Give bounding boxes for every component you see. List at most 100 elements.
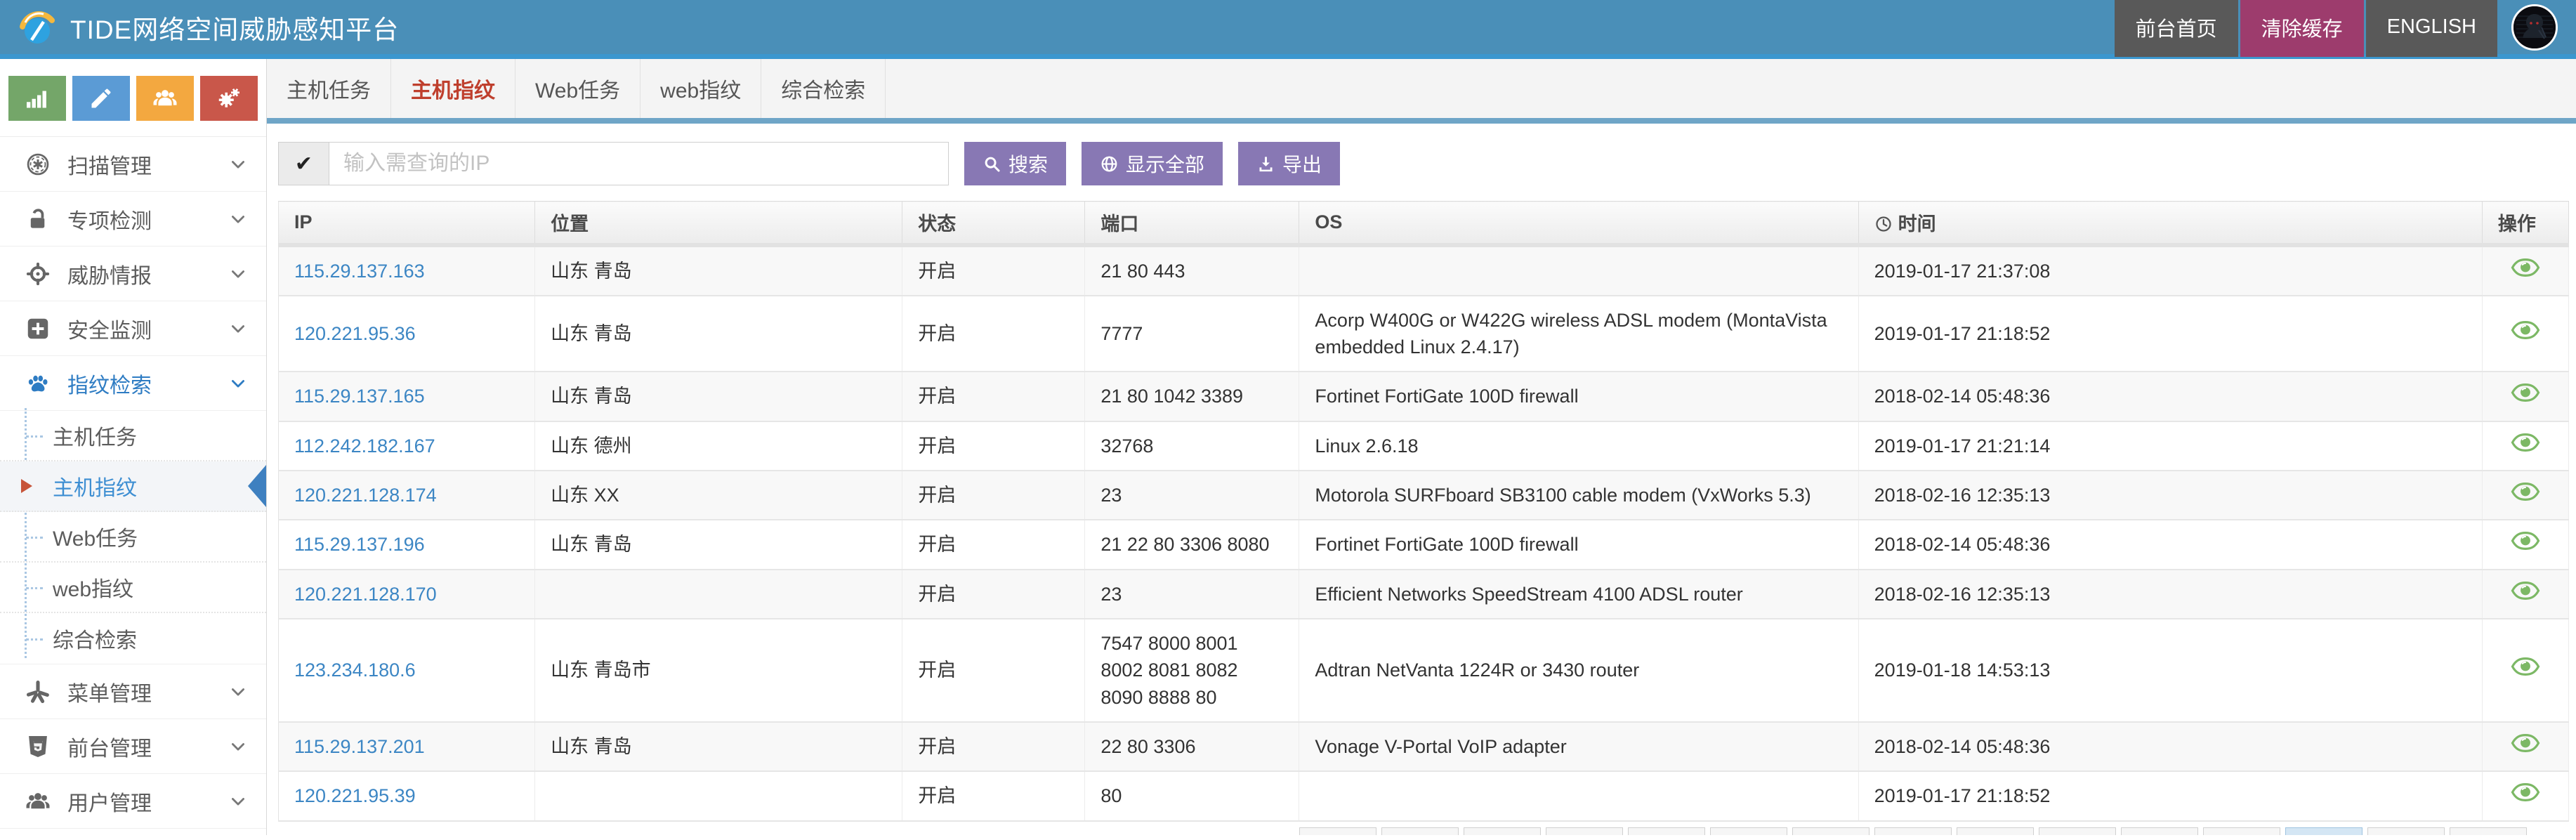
content-area: 主机任务 主机指纹 Web任务 web指纹 综合检索 ✔ 搜索 显示全部 导出 IP 位置 状态… [267, 59, 2576, 835]
pagination-cell[interactable] [2121, 827, 2198, 835]
sidebar-item-threat-intel[interactable]: 威胁情报 [0, 247, 266, 301]
location-cell: 山东 德州 [534, 421, 903, 472]
column-label: 端口 [1100, 213, 1139, 235]
ip-cell: 120.221.95.39 [278, 771, 536, 822]
time-cell: 2018-02-14 05:48:36 [1858, 520, 2483, 570]
ip-link[interactable]: 112.242.182.167 [294, 435, 435, 457]
table-row: 112.242.182.167 山东 德州 开启 32768 Linux 2.6.18 2… [278, 421, 2570, 472]
table-row: 120.221.95.39 开启 80 2019-01-17 21:18:52 [278, 771, 2570, 822]
search-bar: ✔ 搜索 显示全部 导出 [278, 142, 2576, 185]
ip-link[interactable]: 120.221.128.170 [294, 583, 437, 605]
pagination-cell[interactable] [1710, 827, 1787, 835]
export-button[interactable]: 导出 [1238, 142, 1341, 185]
view-detail-eye-icon[interactable] [2511, 782, 2540, 810]
pagination-cell[interactable] [1464, 827, 1541, 835]
status-cell: 开启 [902, 619, 1086, 723]
pagination-cell[interactable] [2203, 827, 2280, 835]
pagination-cell[interactable] [2285, 827, 2363, 835]
pagination-cell[interactable] [1957, 827, 2034, 835]
pagination-cell[interactable] [1299, 827, 1376, 835]
table-row: 120.221.128.174 山东 XX 开启 23 Motorola SURFboa… [278, 471, 2570, 521]
sidebar-subitem-web-task[interactable]: Web任务 [0, 512, 266, 563]
submenu-connector [26, 435, 43, 438]
chevron-down-icon [228, 209, 248, 229]
pagination-cell[interactable] [1874, 827, 1952, 835]
ip-link[interactable]: 120.221.128.174 [294, 485, 437, 506]
view-detail-eye-icon[interactable] [2511, 656, 2540, 684]
sidebar-item-special-detect[interactable]: 专项检测 [0, 192, 266, 247]
tab-host-fingerprint[interactable]: 主机指纹 [391, 59, 515, 118]
ip-link[interactable]: 120.221.95.39 [294, 785, 416, 807]
quick-button-stats[interactable] [8, 76, 66, 121]
ports-cell: 23 [1084, 569, 1300, 620]
ip-link[interactable]: 115.29.137.165 [294, 386, 425, 407]
status-cell: 开启 [902, 569, 1086, 620]
view-detail-eye-icon[interactable] [2511, 257, 2540, 285]
pagination-cell[interactable] [1381, 827, 1459, 835]
tab-web-fingerprint[interactable]: web指纹 [640, 59, 762, 118]
ip-link[interactable]: 115.29.137.196 [294, 534, 425, 556]
crosshair-icon [25, 261, 51, 287]
action-cell [2482, 471, 2570, 521]
chevron-down-icon [228, 737, 248, 756]
time-cell: 2018-02-14 05:48:36 [1858, 722, 2483, 773]
os-cell: Fortinet FortiGate 100D firewall [1299, 372, 1859, 422]
nav-english-button[interactable]: ENGLISH [2365, 0, 2497, 57]
user-avatar[interactable] [2511, 4, 2558, 51]
tab-label: Web任务 [535, 79, 621, 103]
sidebar-item-scan[interactable]: 扫描管理 [0, 137, 266, 192]
host-fingerprint-table: IP 位置 状态 端口 OS 时间 操作 115.29.137.163 山东 青岛 开启 21 8… [278, 201, 2570, 822]
view-detail-eye-icon[interactable] [2511, 530, 2540, 558]
unlock-icon [25, 206, 51, 232]
quick-button-users[interactable] [136, 76, 194, 121]
pagination-cell[interactable] [2450, 827, 2527, 835]
sidebar-item-security-monitor[interactable]: 安全监测 [0, 301, 266, 356]
quick-button-edit[interactable] [72, 76, 130, 121]
status-cell: 开启 [902, 722, 1086, 773]
show-all-button[interactable]: 显示全部 [1082, 142, 1223, 185]
status-cell: 开启 [902, 295, 1086, 373]
os-cell: Vonage V-Portal VoIP adapter [1299, 722, 1859, 773]
ports-cell: 21 22 80 3306 8080 [1084, 520, 1300, 570]
nav-clear-cache-button[interactable]: 清除缓存 [2240, 0, 2364, 57]
sidebar-subitem-label: 主机任务 [53, 426, 137, 449]
search-button[interactable]: 搜索 [964, 142, 1067, 185]
view-detail-eye-icon[interactable] [2511, 481, 2540, 509]
sidebar-item-front-manage[interactable]: 前台管理 [0, 719, 266, 774]
search-input[interactable] [329, 142, 949, 185]
view-detail-eye-icon[interactable] [2511, 382, 2540, 410]
pagination-cell[interactable] [1792, 827, 1869, 835]
ip-link[interactable]: 115.29.137.201 [294, 736, 425, 758]
quick-button-settings[interactable] [200, 76, 258, 121]
tab-combined-search[interactable]: 综合检索 [761, 59, 886, 118]
view-detail-eye-icon[interactable] [2511, 320, 2540, 348]
sidebar-item-menu-manage[interactable]: 菜单管理 [0, 664, 266, 719]
tab-host-task[interactable]: 主机任务 [267, 59, 391, 118]
chevron-down-icon [228, 374, 248, 393]
sidebar-subitem-web-fingerprint[interactable]: web指纹 [0, 563, 266, 613]
sidebar: 扫描管理 专项检测 威胁情报 安全监测 指纹检索主机任务主机指纹 Web任务 web指纹 综合… [0, 59, 267, 835]
nav-front-home-button[interactable]: 前台首页 [2114, 0, 2238, 57]
pagination-cell[interactable] [2367, 827, 2445, 835]
view-detail-eye-icon[interactable] [2511, 733, 2540, 761]
pagination-strip [1299, 827, 2576, 835]
action-cell [2482, 372, 2570, 422]
ip-link[interactable]: 115.29.137.163 [294, 260, 425, 282]
ip-link[interactable]: 123.234.180.6 [294, 659, 416, 681]
sidebar-subitem-host-fingerprint[interactable]: 主机指纹 [0, 461, 266, 512]
ip-link[interactable]: 120.221.95.36 [294, 322, 416, 344]
pagination-cell[interactable] [1628, 827, 1705, 835]
sidebar-item-user-manage[interactable]: 用户管理 [0, 774, 266, 829]
tab-web-task[interactable]: Web任务 [515, 59, 641, 118]
view-detail-eye-icon[interactable] [2511, 580, 2540, 608]
column-header-location: 位置 [534, 201, 903, 247]
pagination-cell[interactable] [1546, 827, 1623, 835]
sidebar-subitem-combined-search[interactable]: 综合检索 [0, 613, 266, 664]
search-checkbox[interactable]: ✔ [278, 142, 329, 185]
view-detail-eye-icon[interactable] [2511, 432, 2540, 460]
ports-cell: 7777 [1084, 295, 1300, 373]
sidebar-item-fingerprint[interactable]: 指纹检索 [0, 356, 266, 411]
pagination-cell[interactable] [2039, 827, 2116, 835]
sidebar-subitem-host-task[interactable]: 主机任务 [0, 411, 266, 461]
sidebar-quick-buttons [0, 59, 266, 137]
